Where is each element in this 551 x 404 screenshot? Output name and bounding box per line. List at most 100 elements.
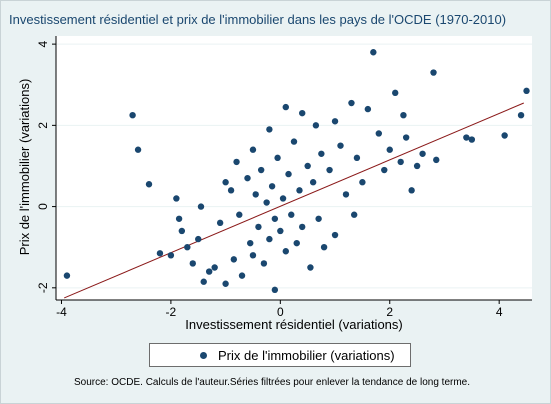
data-point-15	[211, 264, 218, 271]
data-points	[63, 49, 530, 294]
data-point-60	[337, 142, 344, 149]
data-point-69	[381, 166, 388, 174]
data-point-25	[247, 239, 254, 247]
data-point-68	[375, 130, 383, 137]
data-point-18	[222, 280, 229, 287]
data-point-34	[266, 235, 273, 243]
x-tick-label-1: -2	[166, 305, 177, 319]
data-point-84	[523, 87, 530, 95]
data-point-16	[216, 219, 224, 227]
data-point-63	[350, 211, 358, 218]
data-point-39	[277, 227, 284, 235]
data-point-36	[271, 215, 279, 222]
data-point-12	[197, 203, 205, 210]
y-tick-label-0: -2	[36, 282, 50, 293]
data-point-72	[397, 158, 404, 166]
x-tick-label-2: 0	[277, 305, 284, 319]
data-point-59	[331, 231, 339, 239]
data-point-30	[257, 166, 265, 174]
data-point-10	[189, 260, 196, 267]
data-point-82	[501, 132, 508, 139]
data-point-17	[222, 179, 229, 186]
data-point-23	[238, 272, 246, 279]
data-point-51	[307, 264, 314, 271]
x-tick-label-0: -4	[56, 305, 67, 319]
grid-lines	[56, 43, 532, 289]
data-point-44	[288, 211, 295, 218]
fit-line	[64, 102, 524, 299]
data-point-47	[296, 187, 303, 194]
data-point-52	[309, 179, 317, 186]
data-point-58	[331, 118, 339, 125]
data-point-61	[342, 191, 350, 198]
y-tick-label-3: 4	[36, 40, 50, 47]
data-point-54	[315, 215, 322, 222]
data-point-78	[430, 69, 437, 76]
data-point-71	[392, 89, 399, 97]
data-point-13	[200, 278, 207, 285]
data-point-73	[400, 112, 407, 119]
data-point-41	[282, 103, 289, 111]
data-point-57	[326, 166, 333, 174]
legend-label: Prix de l'immobilier (variations)	[218, 348, 395, 363]
data-point-24	[244, 174, 251, 182]
data-point-79	[433, 156, 440, 164]
data-point-35	[268, 183, 276, 190]
data-point-49	[299, 223, 306, 231]
data-point-29	[255, 223, 262, 231]
data-point-2	[134, 146, 142, 153]
data-point-81	[468, 136, 476, 143]
data-point-55	[318, 150, 325, 157]
data-point-20	[230, 256, 238, 263]
data-point-40	[279, 195, 287, 202]
data-point-53	[312, 122, 320, 129]
data-point-11	[195, 235, 202, 243]
x-tick-label-3: 2	[386, 305, 393, 319]
legend-marker-icon	[200, 352, 207, 359]
data-point-76	[413, 162, 421, 170]
data-point-8	[178, 227, 186, 235]
x-tick-label-4: 4	[496, 305, 503, 319]
data-point-4	[156, 250, 164, 257]
data-point-46	[293, 239, 300, 247]
data-point-33	[266, 126, 273, 133]
data-point-5	[167, 252, 175, 259]
data-point-64	[353, 154, 361, 162]
data-point-1	[129, 112, 136, 119]
data-point-38	[274, 154, 281, 162]
y-tick-label-2: 2	[36, 122, 50, 129]
source-note: Source: OCDE. Calculs de l'auteur.Séries…	[74, 377, 471, 388]
data-point-31	[260, 260, 268, 267]
data-point-70	[386, 146, 393, 153]
data-point-75	[408, 187, 415, 194]
data-point-27	[249, 252, 257, 259]
fit-line-group	[64, 102, 524, 299]
data-point-14	[205, 268, 213, 275]
data-point-74	[402, 134, 410, 141]
data-point-62	[348, 99, 355, 107]
y-tick-label-1: 0	[36, 203, 50, 210]
data-point-48	[299, 109, 306, 117]
data-point-21	[233, 158, 240, 166]
data-point-26	[249, 146, 257, 153]
data-point-22	[236, 211, 243, 218]
data-point-42	[282, 248, 289, 255]
legend: Prix de l'immobilier (variations)	[149, 343, 411, 367]
data-point-37	[271, 286, 279, 294]
x-axis-title: Investissement résidentiel (variations)	[185, 317, 402, 332]
data-point-50	[304, 162, 311, 170]
data-point-7	[175, 215, 183, 222]
data-point-3	[145, 181, 153, 188]
data-point-32	[263, 199, 270, 206]
chart-title: Investissement résidentiel et prix de l'…	[9, 12, 507, 27]
data-point-6	[173, 195, 180, 202]
data-point-45	[290, 138, 298, 145]
data-point-0	[63, 272, 71, 279]
data-point-56	[320, 244, 328, 251]
data-point-66	[364, 105, 372, 113]
y-axis-title: Prix de l'immobilier (variations)	[17, 79, 32, 256]
data-point-9	[184, 244, 191, 251]
data-point-19	[227, 187, 235, 194]
